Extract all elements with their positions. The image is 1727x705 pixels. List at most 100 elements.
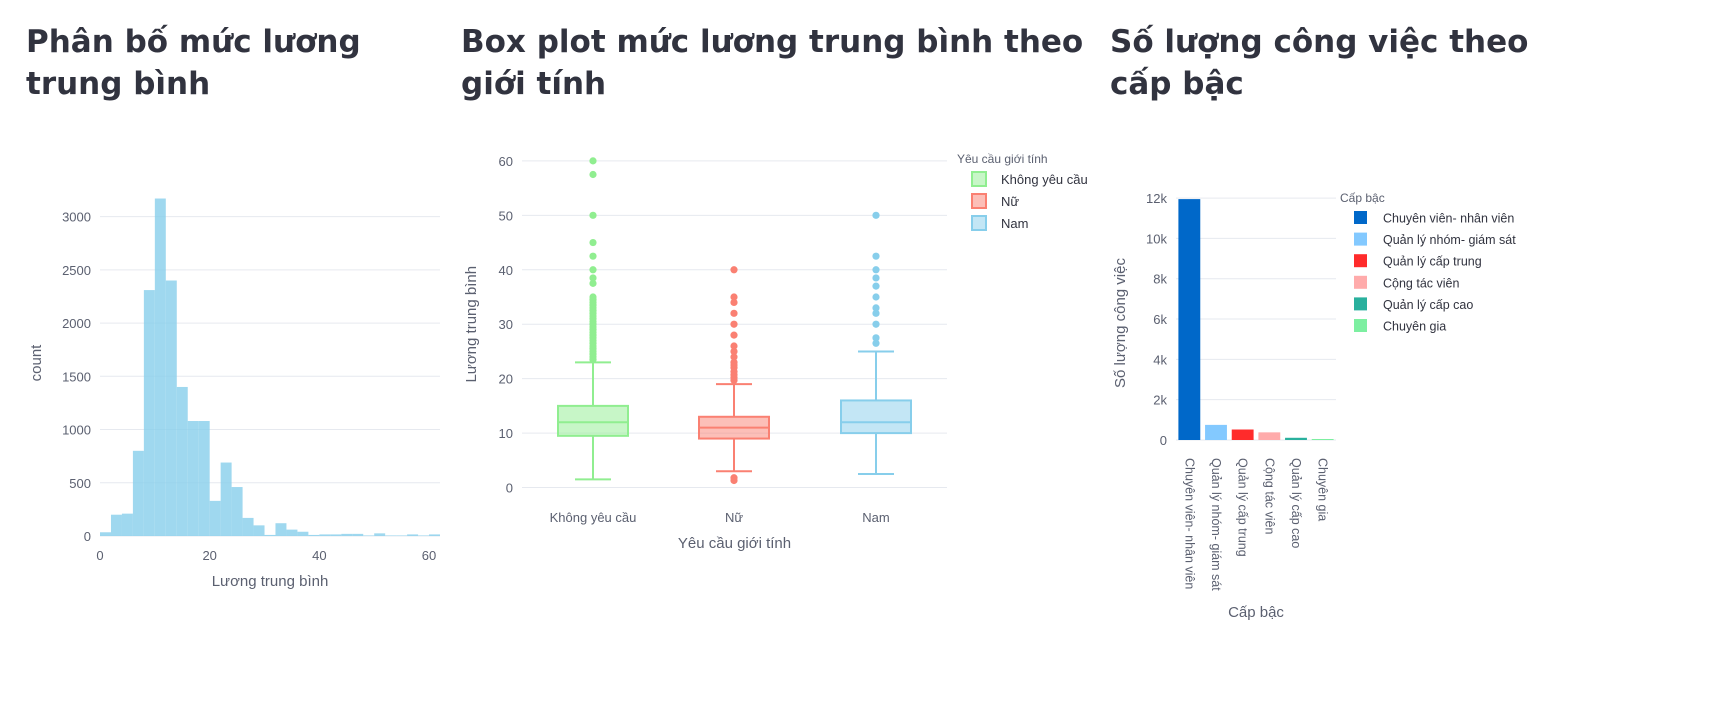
hist-bar [330,534,342,536]
hist-bar [319,534,331,536]
box-outlier-point [730,358,738,366]
bar-y-tick-label: 12k [1146,191,1167,206]
bar-y-tick-label: 6k [1153,312,1167,327]
hist-bar [143,290,155,536]
bar-y-axis-label: Số lượng công việc [1112,258,1129,388]
box-y-tick-label: 0 [506,481,513,496]
box-outlier-point [872,293,880,301]
bar-x-axis-label: Cấp bậc [1228,604,1284,621]
hist-bar [110,514,122,536]
box-outlier-point [872,304,880,312]
bar-legend-swatch [1354,211,1367,224]
box-legend-swatch [971,193,987,209]
hist-bar [363,535,375,536]
histogram-title: Phân bố mức lương trung bình [26,24,361,102]
bar-rect [1205,424,1227,440]
bar-legend-label: Chuyên viên- nhân viên [1383,212,1514,226]
box-outlier-point [730,347,738,356]
bar-y-tick-label: 10k [1146,231,1167,246]
box-y-tick-label: 60 [499,154,513,169]
box-outlier-point [730,293,738,301]
box-outlier-point [872,211,880,219]
hist-y-tick-label: 3000 [62,210,91,225]
bar-legend-label: Quản lý nhóm- giám sát [1383,233,1516,247]
hist-y-tick-label: 2500 [62,263,91,278]
box-y-tick-label: 20 [499,372,513,387]
hist-y-tick-label: 1000 [62,423,91,438]
hist-y-axis-label: count [28,344,45,382]
bar-y-tick-label: 8k [1153,272,1167,287]
bar-legend-label: Cộng tác viên [1383,276,1459,290]
hist-x-tick-label: 40 [312,548,326,563]
hist-bar [231,487,243,536]
box-outlier-point [730,331,738,339]
box-y-tick-label: 10 [499,426,513,441]
hist-bar [121,513,133,536]
box-outlier-point [872,266,880,274]
bar-y-tick-label: 2k [1153,393,1167,408]
box-legend-label: Nữ [1001,194,1019,209]
box-outlier-point [872,274,880,282]
box-outlier-point [730,320,738,328]
hist-x-tick-label: 20 [202,548,216,563]
bar-rect [1178,199,1201,440]
hist-bar [341,533,353,536]
box-x-tick-label: Nam [862,510,889,525]
bar-legend-swatch [1354,297,1367,311]
box-outlier-point [589,279,597,287]
bar-legend-label: Quản lý cấp cao [1383,298,1473,312]
hist-bar [176,386,188,536]
box-legend-label: Nam [1001,216,1028,231]
bar-x-tick-label: Chuyên viên- nhân viên [1182,458,1196,589]
box-legend-swatch [971,215,987,231]
hist-y-tick-label: 500 [69,476,91,491]
box-y-tick-label: 30 [499,317,513,332]
box-legend-swatch [971,171,987,187]
box-outlier-point [730,342,738,350]
box-outlier-point [872,334,880,342]
box-outlier-point [730,266,738,274]
bar-legend-swatch [1354,232,1367,246]
hist-bar [396,535,408,536]
hist-bar [418,535,430,536]
box-x-tick-label: Nữ [725,510,743,525]
box-y-tick-label: 40 [499,263,513,278]
bar-x-tick-label: Cộng tác viên [1262,458,1276,534]
bar-y-tick-label: 4k [1153,352,1167,367]
bar-rect [1285,437,1307,440]
hist-bar [264,534,276,536]
bar-legend-swatch [1354,319,1367,332]
box-iqr [840,399,912,435]
hist-y-tick-label: 1500 [62,369,91,384]
bar-rect [1311,438,1334,440]
hist-bar [154,198,166,537]
box-outlier-point [730,298,738,307]
box-outlier-point [589,274,597,282]
bar-legend-label: Chuyên gia [1383,320,1446,334]
hist-bar [242,517,254,536]
bar-legend-label: Quản lý cấp trung [1383,255,1482,269]
box-outlier-point [872,320,880,328]
hist-y-tick-label: 2000 [62,316,91,331]
box-x-tick-label: Không yêu cầu [550,510,637,525]
box-outlier-point [872,339,880,347]
box-outlier-point [730,309,738,317]
bar-x-tick-label: Chuyên gia [1316,458,1330,521]
box-outlier-point [589,238,597,247]
box-outlier-point [589,157,597,165]
bar-y-tick-label: 0 [1160,433,1167,448]
hist-bar [253,525,265,536]
hist-x-axis-label: Lương trung bình [212,573,329,590]
box-outlier-point [730,353,738,361]
box-outlier-point [589,170,597,179]
hist-x-tick-label: 60 [422,548,436,563]
hist-bar [220,462,232,536]
bar-x-tick-label: Quản lý nhóm- giám sát [1209,458,1223,591]
bar-legend-title: Cấp bậc [1340,191,1385,205]
bar-x-tick-label: Quản lý cấp cao [1289,458,1303,548]
box-x-axis-label: Yêu cầu giới tính [678,535,791,552]
box-outlier-point [872,282,880,290]
